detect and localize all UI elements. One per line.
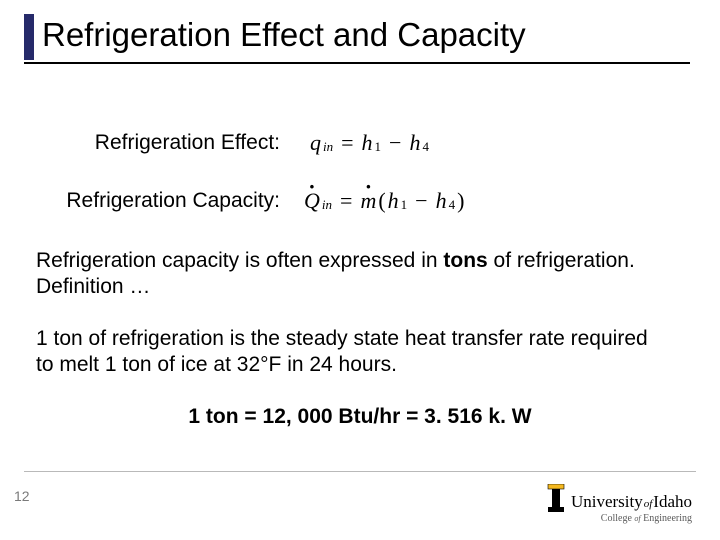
title-underline <box>24 62 690 64</box>
sub-4b: 4 <box>449 197 456 213</box>
paragraph-tons: Refrigeration capacity is often expresse… <box>36 248 660 301</box>
logo-subtitle: College of Engineering <box>545 513 692 524</box>
formula-effect: qin = h1 − h4 <box>310 130 429 156</box>
sym-h1: h <box>362 130 373 156</box>
university-logo: UniversityofIdaho College of Engineering <box>545 484 692 524</box>
sym-Qdot: Q <box>304 188 320 214</box>
minus-sign2: − <box>409 188 433 214</box>
label-capacity: Refrigeration Capacity: <box>0 189 280 213</box>
sub-1: 1 <box>375 139 382 155</box>
footer-rule <box>24 471 696 472</box>
eq-sign2: = <box>334 188 358 214</box>
title-bar: Refrigeration Effect and Capacity <box>24 14 690 60</box>
row-effect: Refrigeration Effect: qin = h1 − h4 <box>0 130 720 156</box>
logo-engineering: Engineering <box>643 513 692 524</box>
row-capacity: Refrigeration Capacity: Qin = m ( h1 − h… <box>0 188 720 214</box>
title-accent-bar <box>24 14 34 60</box>
slide-title: Refrigeration Effect and Capacity <box>42 14 526 60</box>
sub-1b: 1 <box>401 197 408 213</box>
idaho-i-icon <box>545 484 567 512</box>
paragraph-definition: 1 ton of refrigeration is the steady sta… <box>36 326 670 379</box>
logo-of: of <box>643 498 654 510</box>
para1a: Refrigeration capacity is often expresse… <box>36 249 443 272</box>
sub-in: in <box>323 139 333 155</box>
sym-h4: h <box>409 130 420 156</box>
formula-capacity: Qin = m ( h1 − h4 ) <box>304 188 464 214</box>
slide: Refrigeration Effect and Capacity Refrig… <box>0 0 720 540</box>
sym-mdot: m <box>360 188 376 214</box>
eq-sign: = <box>335 130 359 156</box>
logo-main: UniversityofIdaho <box>545 484 692 512</box>
sym-q: q <box>310 130 321 156</box>
logo-idaho: Idaho <box>653 492 692 511</box>
title-block: Refrigeration Effect and Capacity <box>24 14 690 64</box>
lparen: ( <box>378 188 385 214</box>
rparen: ) <box>457 188 464 214</box>
label-effect: Refrigeration Effect: <box>0 131 280 155</box>
minus-sign: − <box>383 130 407 156</box>
sub-4: 4 <box>422 139 429 155</box>
logo-college: College <box>601 513 632 524</box>
equivalence-line: 1 ton = 12, 000 Btu/hr = 3. 516 k. W <box>0 404 720 430</box>
logo-of2: of <box>634 514 640 523</box>
page-number: 12 <box>14 488 30 504</box>
para1b: tons <box>443 249 487 272</box>
logo-text-wrap: UniversityofIdaho <box>571 492 692 512</box>
sym-h1b: h <box>388 188 399 214</box>
sym-h4b: h <box>436 188 447 214</box>
logo-university: University <box>571 492 643 511</box>
sub-in2: in <box>322 197 332 213</box>
